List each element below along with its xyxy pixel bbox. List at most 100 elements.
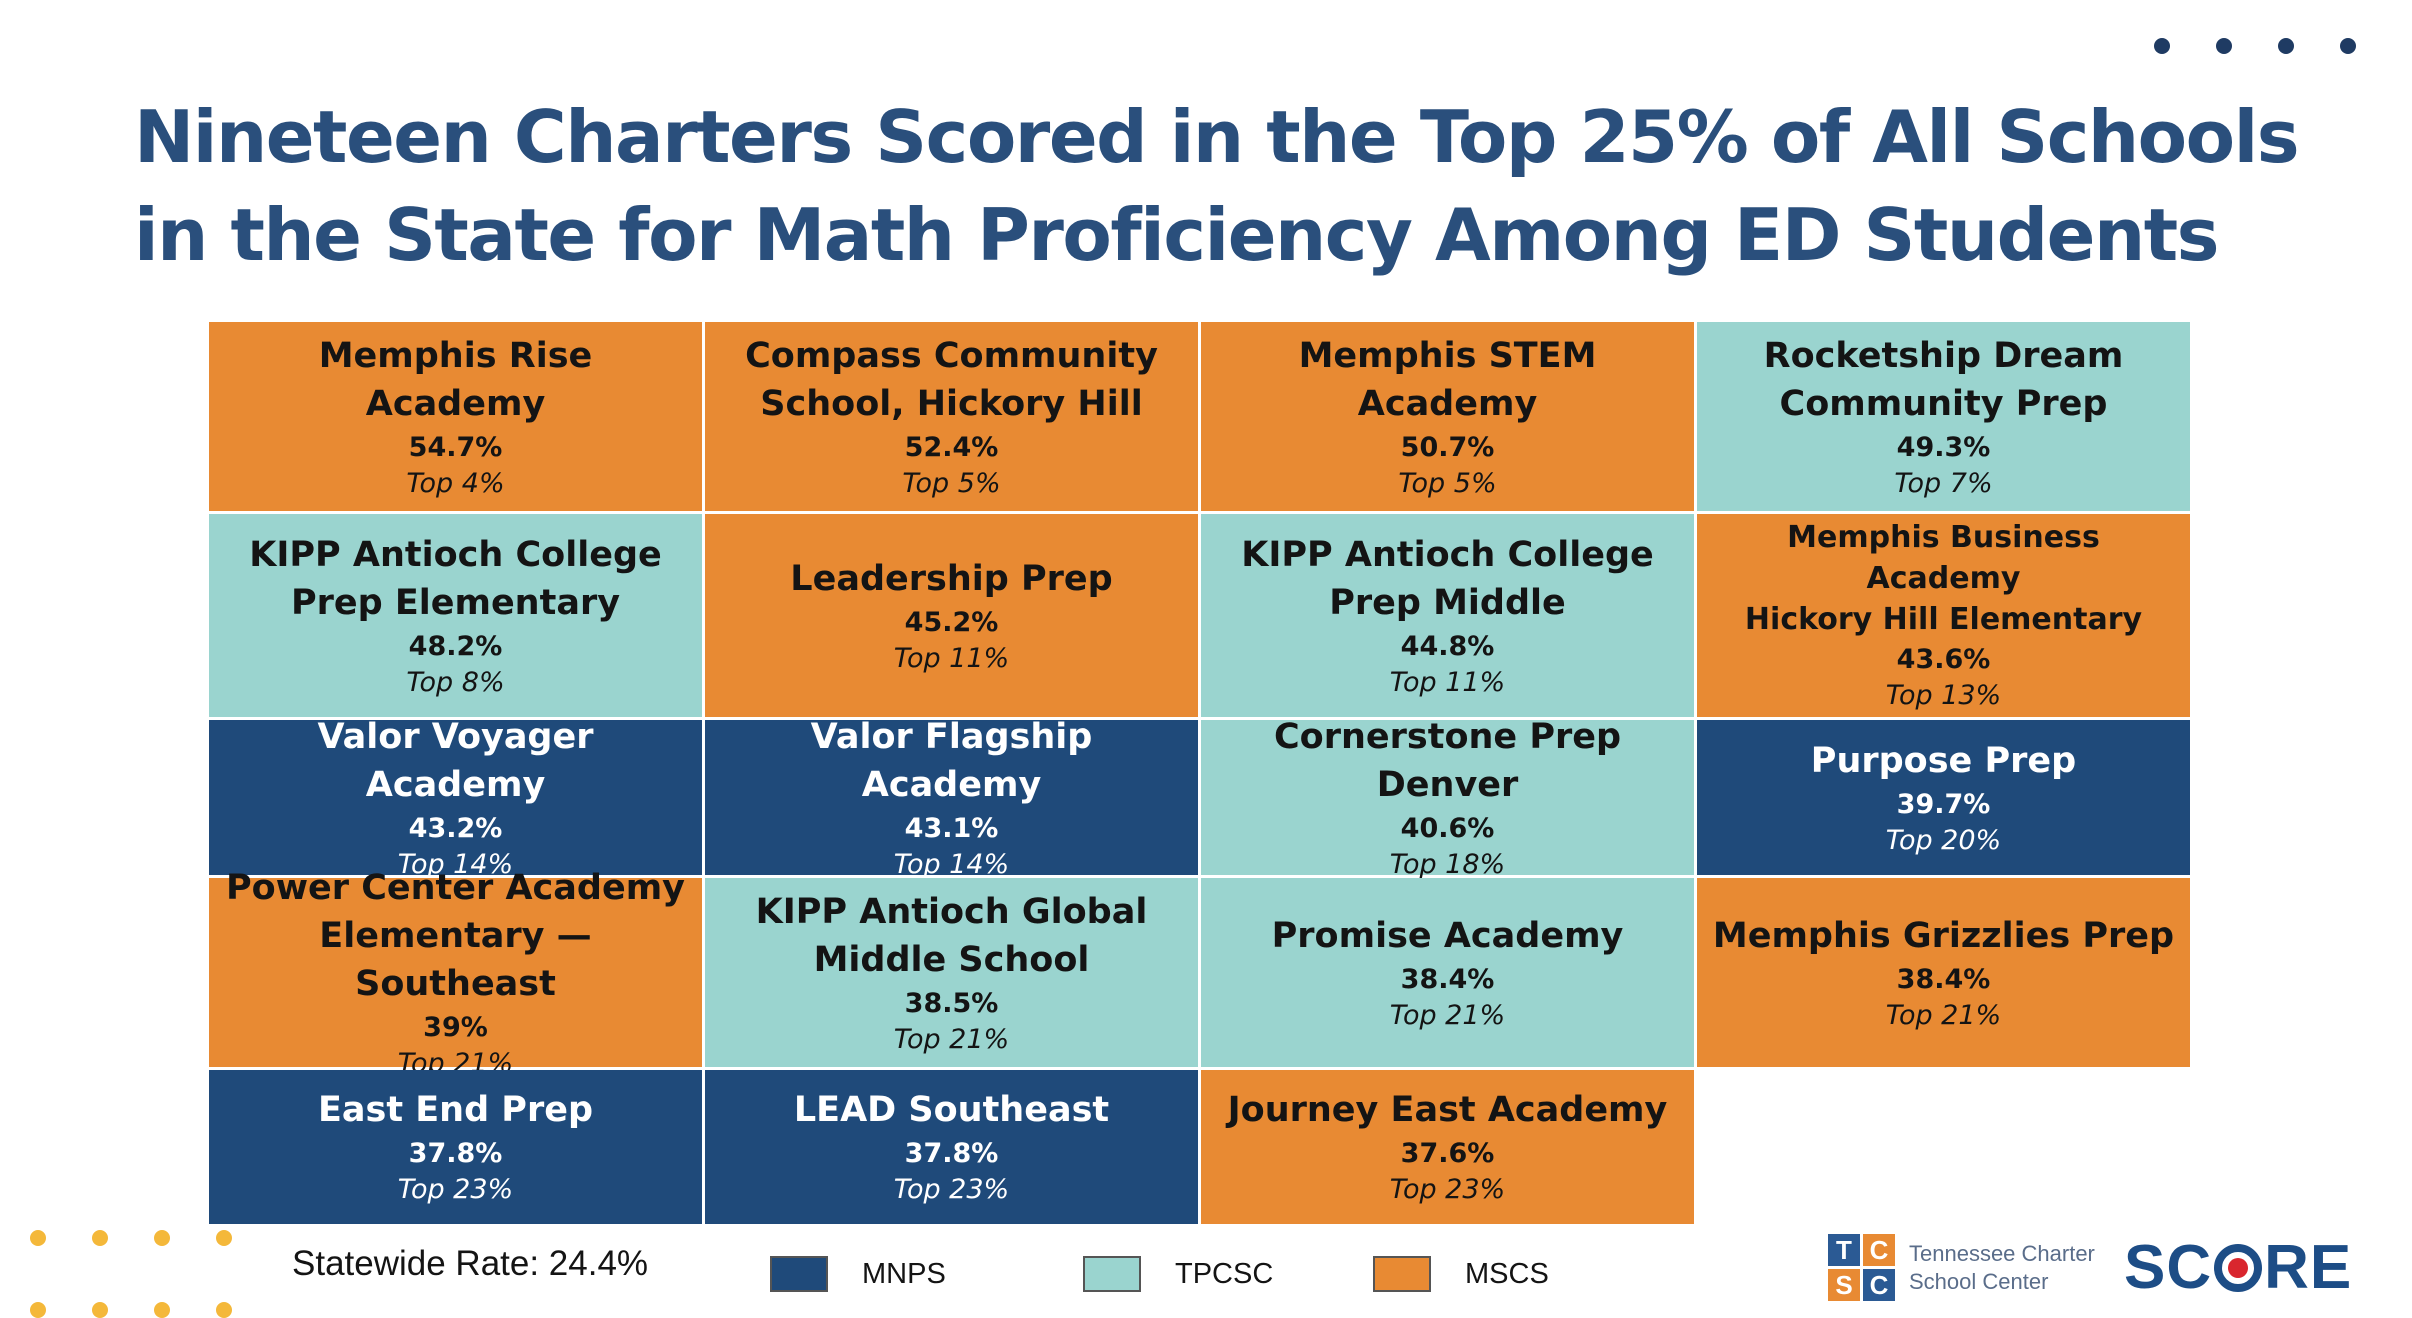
tcsc-logo-mark: T C S C [1828,1234,1895,1301]
school-tile: Rocketship Dream Community Prep 49.3% Top … [1697,322,2193,514]
school-name: Memphis STEM Academy [1298,335,1597,424]
tcsc-logo: T C S C Tennessee Charter School Center [1828,1234,2095,1301]
school-tile: East End Prep 37.8% Top 23% [209,1070,705,1227]
proficiency-rate: 39.7% [1896,788,1991,820]
score-logo: SC RE [2124,1233,2353,1302]
tcsc-letter: T [1828,1234,1860,1266]
proficiency-rate: 37.8% [904,1138,999,1169]
percentile-rank: Top 23% [1389,1174,1506,1205]
statewide-rate: Statewide Rate: 24.4% [292,1244,649,1283]
school-tile: Cornerstone Prep Denver 40.6% Top 18% [1201,717,1697,880]
decorative-dots-top-right [2154,38,2356,54]
percentile-rank: Top 21% [1389,999,1506,1031]
school-name: Journey East Academy [1227,1090,1668,1130]
school-name: KIPP Antioch College Prep Middle [1241,534,1654,623]
legend-item-mnps: MNPS [770,1256,946,1292]
school-name: KIPP Antioch College Prep Elementary [249,534,662,623]
percentile-rank: Top 23% [893,1174,1010,1205]
percentile-rank: Top 14% [397,848,514,880]
title-line-2: in the State for Math Proficiency Among … [134,193,2220,277]
percentile-rank: Top 11% [893,642,1010,674]
tcsc-letter: S [1828,1269,1860,1301]
school-tile: LEAD Southeast 37.8% Top 23% [705,1070,1201,1227]
percentile-rank: Top 21% [1885,999,2002,1031]
score-logo-o-icon [2214,1243,2263,1292]
school-name: Cornerstone Prep Denver [1273,716,1622,805]
percentile-rank: Top 18% [1389,848,1506,880]
proficiency-rate: 37.8% [408,1138,503,1169]
school-name: East End Prep [317,1090,594,1130]
percentile-rank: Top 13% [1885,680,2002,711]
tcsc-letter: C [1863,1269,1895,1301]
tcsc-letter: C [1863,1234,1895,1266]
school-name: Valor Voyager Academy [317,716,594,805]
percentile-rank: Top 4% [406,467,505,499]
proficiency-rate: 43.2% [408,812,503,844]
school-tile: Valor Flagship Academy 43.1% Top 14% [705,717,1201,880]
school-tile: Journey East Academy 37.6% Top 23% [1201,1070,1697,1227]
proficiency-rate: 44.8% [1400,630,1495,662]
school-tile: Leadership Prep 45.2% Top 11% [705,514,1201,720]
school-name: Compass Community School, Hickory Hill [745,335,1158,424]
school-name: KIPP Antioch Global Middle School [755,891,1148,980]
proficiency-rate: 43.6% [1896,644,1991,675]
school-name: Purpose Prep [1810,740,2077,781]
proficiency-rate: 54.7% [408,431,503,463]
percentile-rank: Top 5% [1398,467,1497,499]
school-name: Memphis Rise Academy [318,335,593,424]
school-tile: Memphis Grizzlies Prep 38.4% Top 21% [1697,878,2193,1070]
school-tile: Power Center Academy Elementary — Southe… [209,868,705,1079]
legend-label-mscs: MSCS [1465,1257,1549,1290]
school-tile: Memphis Business Academy Hickory Hill El… [1697,514,2193,720]
school-tile: Memphis Rise Academy 54.7% Top 4% [209,322,705,514]
proficiency-rate: 48.2% [408,630,503,662]
tcsc-logo-text: Tennessee Charter School Center [1909,1240,2095,1294]
percentile-rank: Top 5% [902,467,1001,499]
school-tile: KIPP Antioch College Prep Middle 44.8% Top… [1201,514,1697,720]
legend-item-mscs: MSCS [1373,1256,1549,1292]
percentile-rank: Top 14% [893,848,1010,880]
legend-swatch-mnps [770,1256,828,1292]
school-name: Leadership Prep [790,558,1113,599]
percentile-rank: Top 20% [1885,824,2002,856]
legend-swatch-mscs [1373,1256,1431,1292]
proficiency-rate: 38.5% [904,987,999,1019]
proficiency-rate: 45.2% [904,606,999,638]
proficiency-rate: 38.4% [1400,963,1495,995]
school-name: Power Center Academy Elementary — Southe… [226,867,685,1004]
proficiency-rate: 37.6% [1400,1138,1495,1169]
school-name: LEAD Southeast [793,1090,1110,1130]
school-tile: KIPP Antioch Global Middle School 38.5% To… [705,878,1201,1070]
school-name: Memphis Business Academy Hickory Hill El… [1744,520,2143,637]
school-name: Promise Academy [1271,915,1624,956]
legend-item-tpcsc: TPCSC [1083,1256,1273,1292]
school-tile: Valor Voyager Academy 43.2% Top 14% [209,717,705,880]
percentile-rank: Top 11% [1389,666,1506,698]
proficiency-rate: 43.1% [904,812,999,844]
school-name: Rocketship Dream Community Prep [1763,335,2124,424]
title-line-1: Nineteen Charters Scored in the Top 25% … [134,95,2300,179]
school-tile: Memphis STEM Academy 50.7% Top 5% [1201,322,1697,514]
school-tile: Compass Community School, Hickory Hill 52… [705,322,1201,514]
proficiency-rate: 52.4% [904,431,999,463]
page-title: Nineteen Charters Scored in the Top 25% … [134,88,2334,284]
school-name: Valor Flagship Academy [810,716,1093,805]
legend-swatch-tpcsc [1083,1256,1141,1292]
percentile-rank: Top 21% [893,1023,1010,1055]
legend-label-mnps: MNPS [862,1257,946,1290]
school-tile: KIPP Antioch College Prep Elementary 48.2… [209,514,705,720]
decorative-dots-bottom-left [30,1230,232,1318]
proficiency-rate: 40.6% [1400,812,1495,844]
proficiency-rate: 38.4% [1896,963,1991,995]
school-tile: Purpose Prep 39.7% Top 20% [1697,720,2193,878]
school-tile-grid: Memphis Rise Academy 54.7% Top 4% Compass C… [209,322,2193,1227]
legend-label-tpcsc: TPCSC [1175,1257,1274,1290]
proficiency-rate: 49.3% [1896,431,1991,463]
percentile-rank: Top 8% [406,666,505,698]
proficiency-rate: 50.7% [1400,431,1495,463]
school-name: Memphis Grizzlies Prep [1712,915,2175,956]
school-tile: Promise Academy 38.4% Top 21% [1201,878,1697,1070]
proficiency-rate: 39% [423,1011,488,1043]
percentile-rank: Top 23% [397,1174,514,1205]
percentile-rank: Top 7% [1894,467,1993,499]
